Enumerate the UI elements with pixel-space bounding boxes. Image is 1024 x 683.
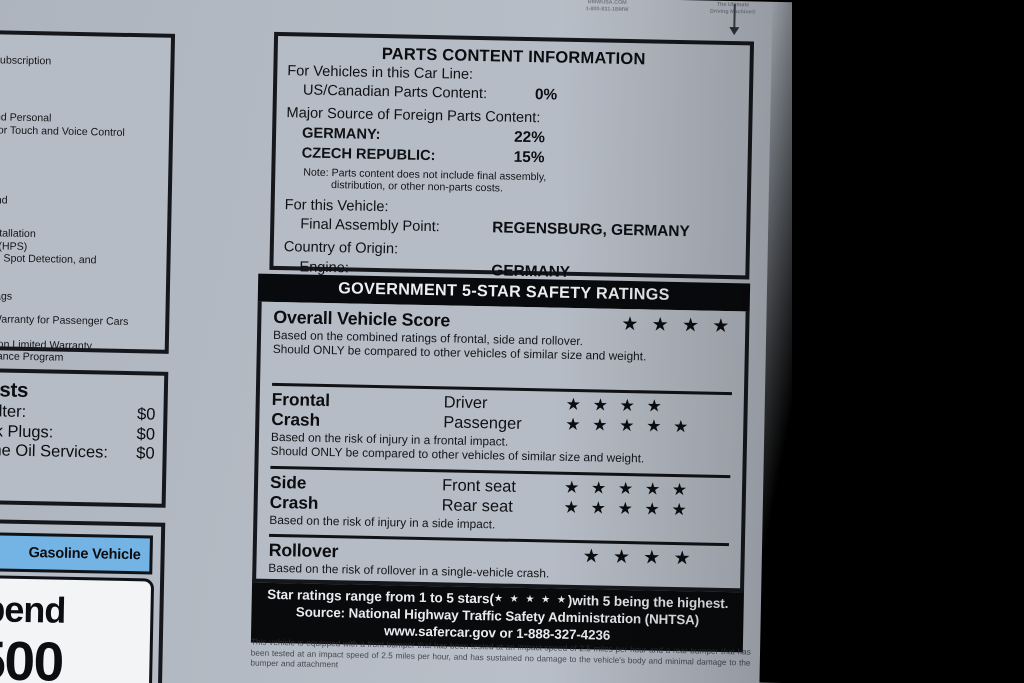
gasoline-vehicle-label: Gasoline Vehicle	[28, 544, 141, 563]
safety-ratings-body: Overall Vehicle Score ★ ★ ★ ★ Based on t…	[252, 301, 750, 593]
side-rear-seat-stars: ★ ★ ★ ★ ★	[563, 497, 691, 520]
overall-score-stars: ★ ★ ★ ★	[621, 313, 734, 338]
footer-range-stars: ★ ★ ★ ★ ★	[493, 593, 568, 607]
side-crash-name-line2: Crash	[269, 492, 319, 513]
gasoline-vehicle-badge: Gasoline Vehicle	[0, 530, 154, 575]
frontal-crash-name: Frontal Crash	[271, 389, 444, 433]
frontal-crash-seats: Driver Passenger	[443, 392, 566, 435]
frontal-driver-stars: ★ ★ ★ ★	[565, 394, 666, 416]
you-spend-amount: $2,500	[0, 627, 64, 683]
side-rear-seat-label: Rear seat	[441, 496, 513, 516]
you-spend-card: You spend $2,500	[0, 573, 155, 683]
fuel-economy-panel: Gasoline Vehicle You spend $2,500	[0, 516, 166, 683]
maintenance-label: Spark Plugs:	[0, 421, 54, 442]
foreign-source-percent: 15%	[513, 148, 545, 167]
maintenance-label: Air Filter:	[0, 402, 27, 421]
final-assembly-value: REGENSBURG, GERMANY	[492, 219, 690, 241]
rollover-name: Rollover	[268, 539, 339, 562]
side-crash-stars: ★ ★ ★ ★ ★ ★ ★ ★ ★ ★	[563, 477, 690, 521]
side-front-seat-stars: ★ ★ ★ ★ ★	[563, 477, 691, 499]
you-spend-line: You spend	[0, 586, 151, 633]
frontal-crash-stars: ★ ★ ★ ★ ★ ★ ★ ★ ★	[565, 395, 692, 439]
us-canadian-parts-value: 0%	[534, 86, 558, 104]
rollover-stars: ★ ★ ★ ★	[582, 546, 695, 570]
maintenance-costs-panel: tenance Costs $0 Air Filter: $0 $0 Spark…	[0, 365, 169, 508]
side-crash-name: Side Crash	[269, 472, 442, 516]
side-crash-seats: Front seat Rear seat	[441, 475, 564, 518]
frontal-passenger-label: Passenger	[443, 413, 522, 434]
brand-contact-text: BMWUSA.COM 1-800-831-1BMW	[585, 0, 629, 13]
maintenance-title: tenance Costs	[0, 376, 29, 403]
us-canadian-parts-label: US/Canadian Parts Content:	[302, 82, 488, 103]
equipment-features-panel: 1 OL incl. 1 Year Trial Subscription em …	[0, 28, 176, 364]
maintenance-right-cost: $0	[136, 424, 156, 444]
parts-content-information-panel: PARTS CONTENT INFORMATION For Vehicles i…	[269, 31, 755, 301]
you-spend-word: spend	[0, 587, 66, 631]
brand-header: BMWUSA.COM 1-800-831-1BMW The Ultimate D…	[585, 0, 756, 25]
monroney-sticker-sheet: BMWUSA.COM 1-800-831-1BMW The Ultimate D…	[0, 0, 810, 683]
foreign-source-country: CZECH REPUBLIC:	[301, 145, 436, 164]
maintenance-right-cost: $0	[136, 444, 155, 463]
maintenance-right-cost: $0	[136, 405, 156, 424]
frontal-driver-label: Driver	[443, 393, 488, 413]
frontal-passenger-stars: ★ ★ ★ ★ ★	[565, 415, 693, 437]
background-dark-area	[792, 0, 1024, 683]
side-front-seat-label: Front seat	[441, 475, 517, 496]
maintenance-label: Engine Oil Services:	[0, 440, 109, 462]
footer-range-text-b: )with 5 being the highest.	[567, 593, 729, 612]
foreign-source-percent: 22%	[513, 128, 546, 147]
down-arrow-head-icon	[729, 27, 740, 36]
government-safety-ratings-panel: GOVERNMENT 5-STAR SAFETY RATINGS Overall…	[250, 273, 751, 653]
final-assembly-label: Final Assembly Point:	[300, 216, 440, 236]
